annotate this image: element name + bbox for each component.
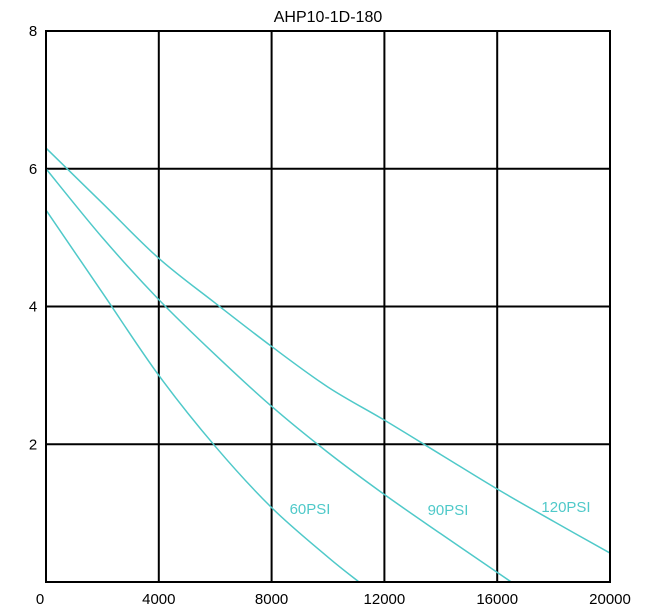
series-label: 90PSI — [428, 502, 469, 519]
plot-border — [45, 30, 611, 583]
series-line-60psi — [45, 209, 360, 583]
x-tick-label: 8000 — [255, 591, 288, 608]
series-line-90psi — [45, 168, 512, 583]
y-tick-label: 4 — [29, 299, 37, 316]
series-lines — [45, 147, 611, 583]
series-label: 120PSI — [541, 499, 590, 516]
y-tick-label: 2 — [29, 436, 37, 453]
tick-labels: 0 4000 8000 12000 16000 20000 2 4 6 8 — [29, 23, 631, 608]
x-tick-label: 20000 — [589, 591, 631, 608]
grid — [46, 31, 610, 582]
y-tick-label: 6 — [29, 161, 37, 178]
series-labels: 60PSI 90PSI 120PSI — [290, 499, 591, 519]
series-line-120psi — [45, 147, 611, 554]
x-tick-label: 4000 — [142, 591, 175, 608]
x-tick-label: 0 — [36, 591, 44, 608]
x-tick-label: 12000 — [364, 591, 406, 608]
series-label: 60PSI — [290, 501, 331, 518]
x-tick-label: 16000 — [476, 591, 518, 608]
y-tick-label: 8 — [29, 23, 37, 40]
plot-frame — [45, 30, 611, 583]
chart-title: AHP10-1D-180 — [274, 9, 383, 26]
